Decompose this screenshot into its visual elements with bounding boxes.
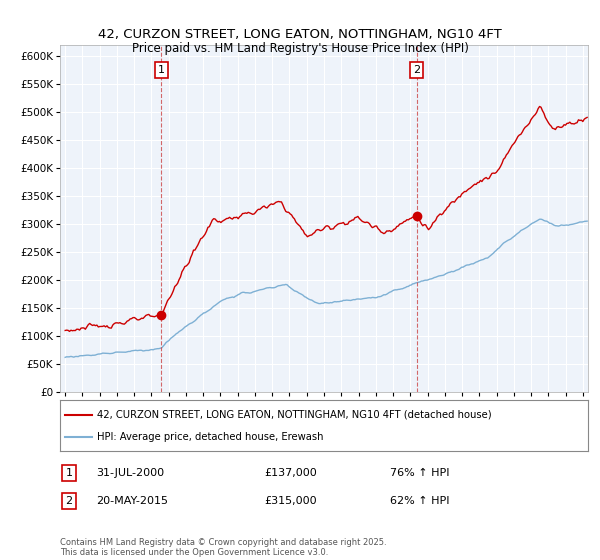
- Text: HPI: Average price, detached house, Erewash: HPI: Average price, detached house, Erew…: [97, 432, 323, 442]
- Text: 1: 1: [158, 65, 165, 75]
- Text: 2: 2: [65, 496, 73, 506]
- Text: £137,000: £137,000: [264, 468, 317, 478]
- Text: 20-MAY-2015: 20-MAY-2015: [96, 496, 168, 506]
- Text: 2: 2: [413, 65, 421, 75]
- Text: 62% ↑ HPI: 62% ↑ HPI: [390, 496, 449, 506]
- Text: 42, CURZON STREET, LONG EATON, NOTTINGHAM, NG10 4FT (detached house): 42, CURZON STREET, LONG EATON, NOTTINGHA…: [97, 409, 491, 419]
- Text: 42, CURZON STREET, LONG EATON, NOTTINGHAM, NG10 4FT: 42, CURZON STREET, LONG EATON, NOTTINGHA…: [98, 28, 502, 41]
- Text: 1: 1: [65, 468, 73, 478]
- Text: 31-JUL-2000: 31-JUL-2000: [96, 468, 164, 478]
- Text: Contains HM Land Registry data © Crown copyright and database right 2025.
This d: Contains HM Land Registry data © Crown c…: [60, 538, 386, 557]
- Text: Price paid vs. HM Land Registry's House Price Index (HPI): Price paid vs. HM Land Registry's House …: [131, 42, 469, 55]
- Text: 76% ↑ HPI: 76% ↑ HPI: [390, 468, 449, 478]
- Text: £315,000: £315,000: [264, 496, 317, 506]
